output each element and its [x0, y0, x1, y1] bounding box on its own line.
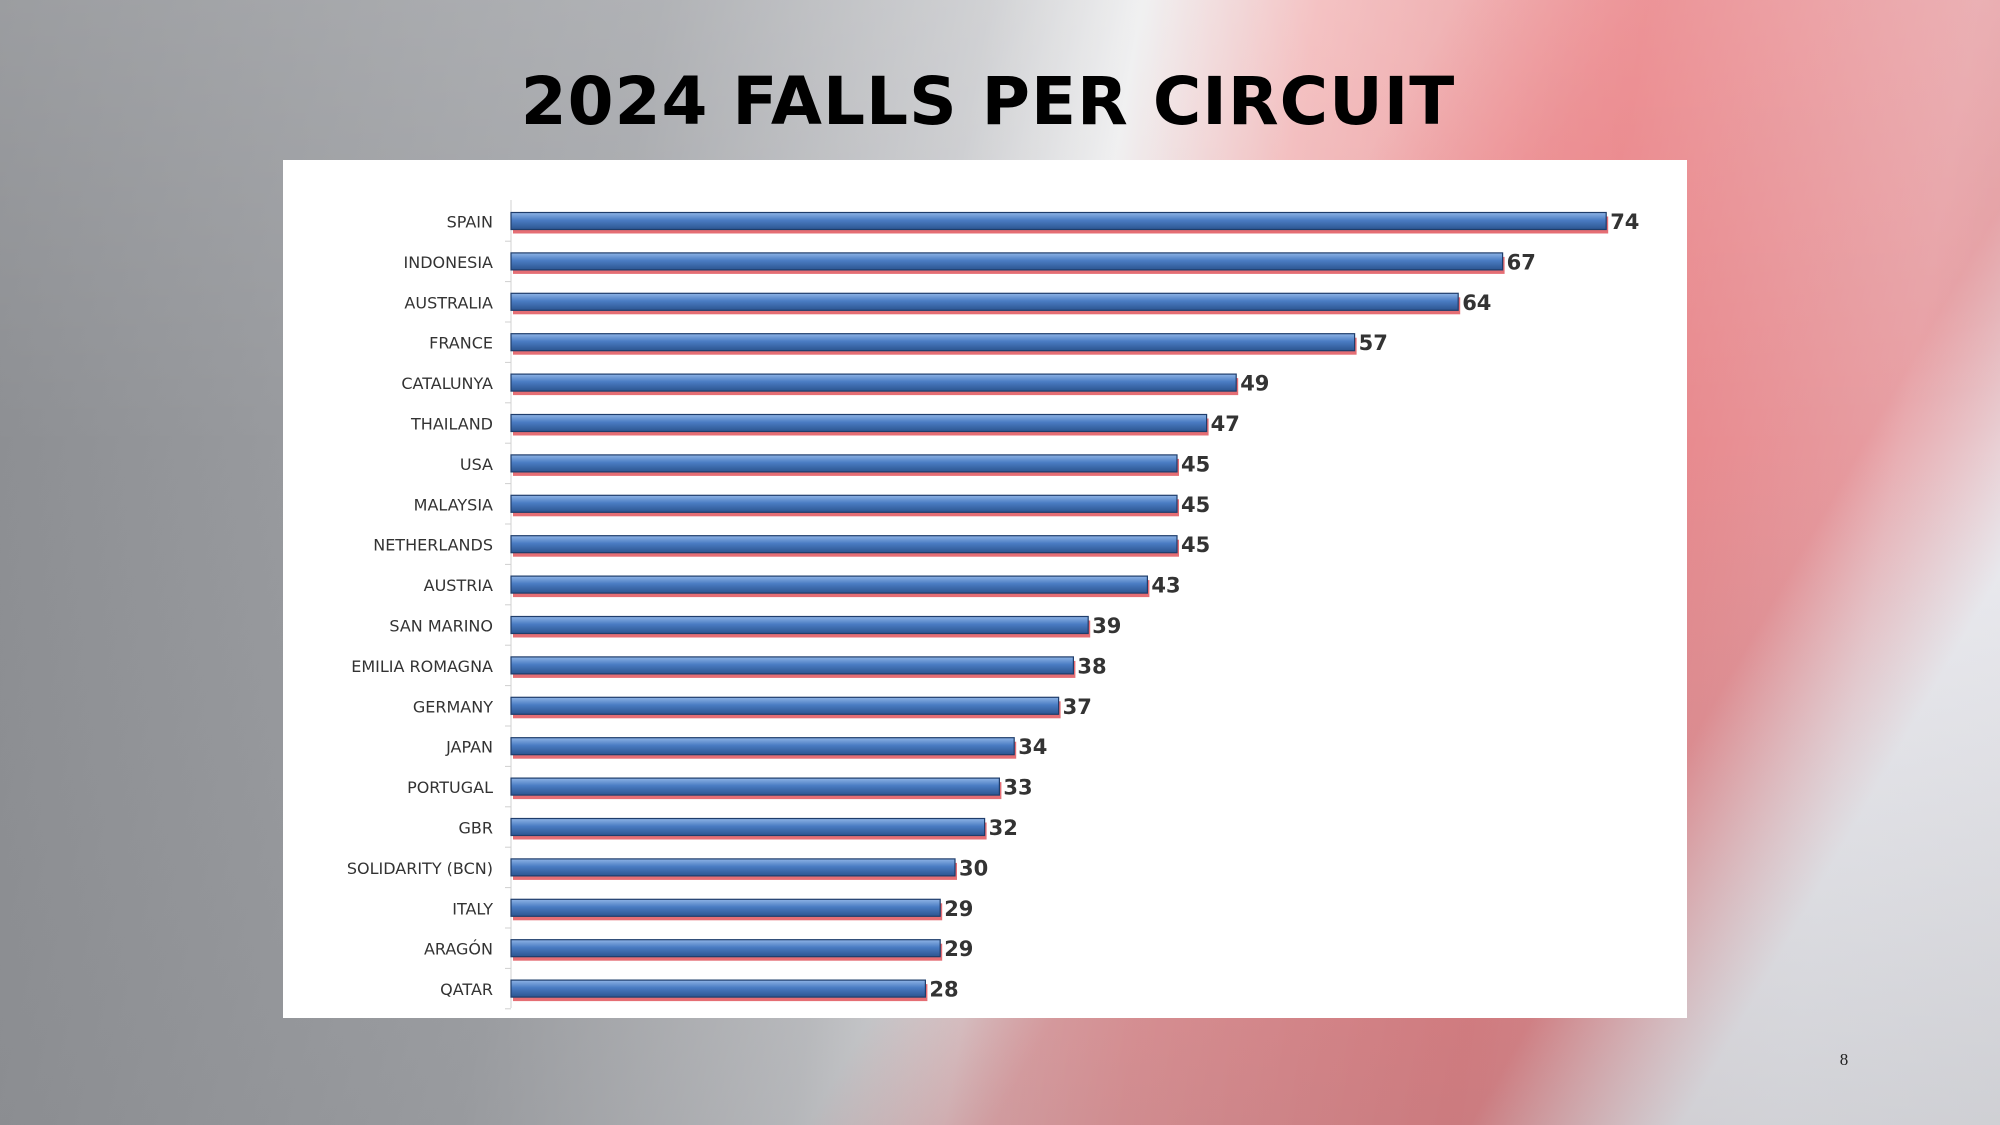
bar: [510, 858, 956, 877]
category-label: GERMANY: [413, 697, 493, 716]
category-label: USA: [460, 455, 493, 474]
category-label: AUSTRALIA: [404, 293, 493, 312]
bar: [510, 575, 1149, 594]
category-label: NETHERLANDS: [373, 536, 493, 555]
value-label: 30: [959, 856, 988, 880]
category-label: ITALY: [452, 899, 493, 918]
bar: [510, 454, 1178, 473]
value-label: 39: [1092, 614, 1121, 638]
value-label: 29: [944, 937, 973, 961]
category-label: CATALUNYA: [401, 374, 493, 393]
bar: [510, 656, 1075, 675]
category-label: SPAIN: [447, 213, 493, 232]
bar: [510, 737, 1015, 756]
bar: [510, 939, 941, 958]
value-label: 32: [989, 816, 1018, 840]
bar: [510, 252, 1504, 271]
category-label: JAPAN: [445, 738, 493, 757]
bar: [510, 333, 1356, 352]
value-label: 67: [1507, 250, 1536, 274]
value-label: 49: [1240, 372, 1269, 396]
bar: [510, 817, 986, 837]
page-number: 8: [1840, 1050, 1849, 1069]
value-label: 33: [1003, 776, 1032, 800]
category-label: PORTUGAL: [407, 778, 493, 797]
bar: [510, 292, 1459, 311]
value-label: 37: [1063, 695, 1092, 719]
value-label: 74: [1610, 210, 1639, 234]
category-label: SOLIDARITY (BCN): [347, 859, 493, 878]
bar: [510, 373, 1237, 392]
bar: [510, 696, 1060, 715]
value-label: 45: [1181, 452, 1210, 476]
category-label: THAILAND: [410, 415, 493, 434]
category-label: SAN MARINO: [389, 617, 493, 636]
bar: [510, 535, 1178, 554]
bar: [510, 898, 941, 917]
value-label: 57: [1359, 331, 1388, 355]
value-label: 47: [1211, 412, 1240, 436]
category-label: AUSTRIA: [424, 576, 493, 595]
category-label: FRANCE: [429, 334, 493, 353]
chart-title: 2024 FALLS PER CIRCUIT: [521, 63, 1456, 140]
value-label: 45: [1181, 533, 1210, 557]
bar: [510, 615, 1089, 635]
category-label: EMILIA ROMAGNA: [351, 657, 493, 676]
value-label: 28: [929, 978, 958, 1002]
value-label: 29: [944, 897, 973, 921]
value-label: 43: [1151, 574, 1180, 598]
category-label: INDONESIA: [404, 253, 494, 272]
value-label: 34: [1018, 735, 1047, 759]
bar: [510, 413, 1208, 433]
category-label: ARAGÓN: [424, 940, 493, 959]
bar: [510, 979, 926, 998]
bar: [510, 777, 1000, 796]
value-label: 38: [1077, 654, 1106, 678]
category-label: QATAR: [440, 980, 493, 999]
category-label: MALAYSIA: [414, 495, 493, 514]
bar: [510, 211, 1607, 231]
category-label: GBR: [459, 819, 494, 838]
value-label: 64: [1462, 291, 1491, 315]
value-label: 45: [1181, 493, 1210, 517]
bar: [510, 494, 1178, 513]
